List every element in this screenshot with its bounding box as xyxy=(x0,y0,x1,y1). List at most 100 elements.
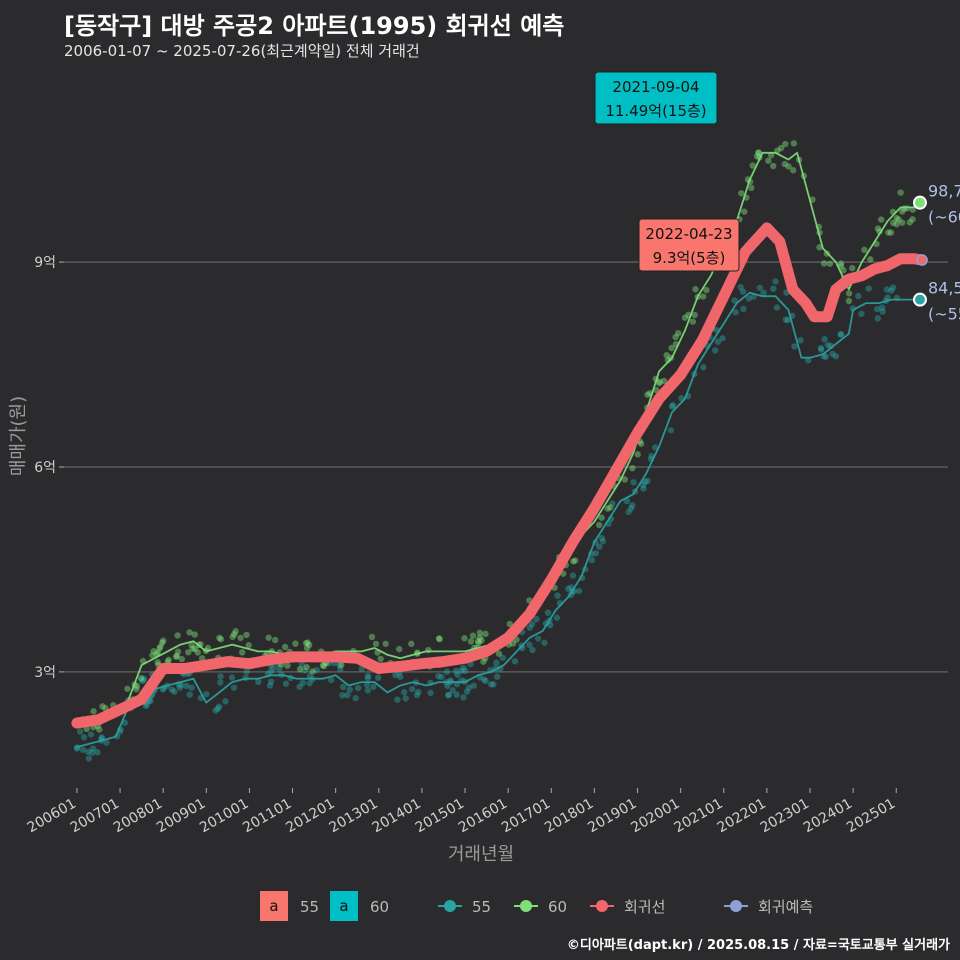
end-label-value: 84,521 xyxy=(928,279,960,298)
scatter-point-55 xyxy=(183,682,190,690)
x-tick-label: 201901 xyxy=(585,796,639,837)
scatter-point-60 xyxy=(845,297,853,305)
scatter-point-60 xyxy=(655,379,663,387)
x-tick-label: 200901 xyxy=(154,796,208,837)
legend-fill-swatch xyxy=(330,891,358,921)
scatter-point-55 xyxy=(230,684,238,691)
x-tick-label: 201401 xyxy=(370,796,424,837)
scatter-point-55 xyxy=(171,688,178,695)
scatter-point-55 xyxy=(865,285,872,292)
scatter-point-55 xyxy=(186,691,193,698)
scatter-point-55 xyxy=(544,609,552,616)
scatter-point-60 xyxy=(476,634,483,641)
scatter-point-60 xyxy=(621,476,629,483)
scatter-point-55 xyxy=(339,683,347,691)
scatter-point-55 xyxy=(667,427,675,434)
scatter-point-55 xyxy=(588,556,596,564)
scatter-point-60 xyxy=(777,144,785,152)
scatter-point-60 xyxy=(849,264,856,272)
scatter-point-55 xyxy=(821,336,828,343)
scatter-point-55 xyxy=(402,695,409,702)
scatter-point-55 xyxy=(139,677,147,684)
scatter-point-60 xyxy=(338,661,345,669)
scatter-point-55 xyxy=(737,283,744,291)
scatter-point-55 xyxy=(212,707,219,714)
scatter-point-55 xyxy=(454,671,461,678)
scatter-point-55 xyxy=(188,684,195,691)
scatter-point-55 xyxy=(415,688,422,696)
scatter-point-55 xyxy=(493,659,500,666)
legend-line-marker xyxy=(520,900,532,912)
x-tick-label: 201301 xyxy=(326,796,380,837)
scatter-point-55 xyxy=(138,677,146,684)
scatter-point-55 xyxy=(214,705,222,712)
scatter-point-55 xyxy=(745,295,753,302)
scatter-point-55 xyxy=(394,696,401,703)
scatter-point-55 xyxy=(460,664,467,671)
scatter-point-55 xyxy=(719,335,726,342)
scatter-point-55 xyxy=(714,338,722,345)
scatter-point-55 xyxy=(884,294,891,301)
scatter-point-55 xyxy=(98,734,106,741)
scatter-point-60 xyxy=(124,685,131,692)
scatter-point-55 xyxy=(592,550,600,557)
scatter-point-55 xyxy=(392,671,399,679)
scatter-point-55 xyxy=(874,315,882,322)
end-label-unit: (~55㎡) xyxy=(928,305,960,324)
scatter-point-55 xyxy=(534,635,542,642)
scatter-point-60 xyxy=(826,260,834,267)
scatter-point-60 xyxy=(461,635,468,642)
scatter-point-60 xyxy=(133,686,140,693)
scatter-point-60 xyxy=(890,219,897,227)
scatter-point-60 xyxy=(137,674,145,682)
scatter-point-60 xyxy=(637,440,645,447)
scatter-point-55 xyxy=(740,305,747,313)
scatter-point-60 xyxy=(816,244,823,251)
scatter-point-55 xyxy=(89,749,96,756)
scatter-point-60 xyxy=(837,260,845,267)
scatter-point-60 xyxy=(595,521,603,529)
scatter-point-55 xyxy=(526,624,533,631)
scatter-point-60 xyxy=(232,628,239,635)
scatter-point-55 xyxy=(770,285,777,292)
scatter-point-60 xyxy=(396,645,403,653)
source-credit: ©디아파트(dapt.kr) / 2025.08.15 / 자료=국토교통부 실… xyxy=(566,938,950,953)
scatter-point-60 xyxy=(738,190,745,197)
scatter-point-60 xyxy=(755,149,762,156)
scatter-point-55 xyxy=(526,641,533,648)
x-tick-label: 202001 xyxy=(628,796,682,837)
scatter-point-55 xyxy=(87,731,95,738)
scatter-point-60 xyxy=(149,652,156,659)
scatter-point-55 xyxy=(878,304,886,311)
scatter-point-60 xyxy=(265,634,272,641)
scatter-point-60 xyxy=(474,637,482,645)
series-line-55 xyxy=(76,291,921,748)
end-label-value: 98,700 xyxy=(928,182,960,201)
scatter-point-60 xyxy=(699,293,707,300)
y-tick-label: 9억 xyxy=(34,255,56,271)
scatter-point-55 xyxy=(494,673,501,680)
scatter-point-60 xyxy=(186,629,193,636)
scatter-point-60 xyxy=(845,290,853,297)
scatter-point-55 xyxy=(435,672,442,680)
scatter-point-55 xyxy=(346,686,353,693)
scatter-point-55 xyxy=(458,667,465,674)
x-tick-label: 201801 xyxy=(542,796,596,837)
scatter-point-55 xyxy=(266,682,274,689)
legend-fill-swatch-text: a xyxy=(339,897,348,915)
scatter-point-60 xyxy=(749,162,756,169)
scatter-point-60 xyxy=(664,356,672,364)
scatter-point-60 xyxy=(284,662,291,669)
scatter-point-55 xyxy=(575,587,583,595)
scatter-point-55 xyxy=(203,690,210,698)
end-point-55 xyxy=(912,292,927,307)
scatter-point-60 xyxy=(675,329,682,337)
scatter-point-60 xyxy=(790,167,797,174)
scatter-point-55 xyxy=(358,665,365,673)
scatter-point-60 xyxy=(372,640,380,648)
scatter-point-55 xyxy=(784,316,792,324)
scatter-point-60 xyxy=(598,514,605,521)
scatter-point-55 xyxy=(337,666,344,673)
scatter-point-55 xyxy=(364,672,372,680)
scatter-point-60 xyxy=(904,205,911,212)
